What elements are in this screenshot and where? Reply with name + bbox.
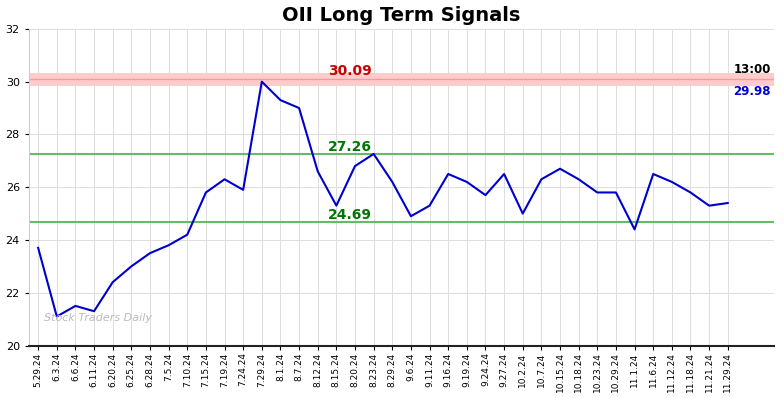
Text: 27.26: 27.26 [328, 140, 372, 154]
Text: 13:00: 13:00 [733, 62, 771, 76]
Text: 30.09: 30.09 [328, 64, 372, 78]
Text: 29.98: 29.98 [733, 85, 771, 98]
Title: OII Long Term Signals: OII Long Term Signals [282, 6, 521, 25]
Bar [29, 73, 775, 86]
Text: 24.69: 24.69 [328, 208, 372, 222]
Text: Stock Traders Daily: Stock Traders Daily [44, 313, 152, 323]
